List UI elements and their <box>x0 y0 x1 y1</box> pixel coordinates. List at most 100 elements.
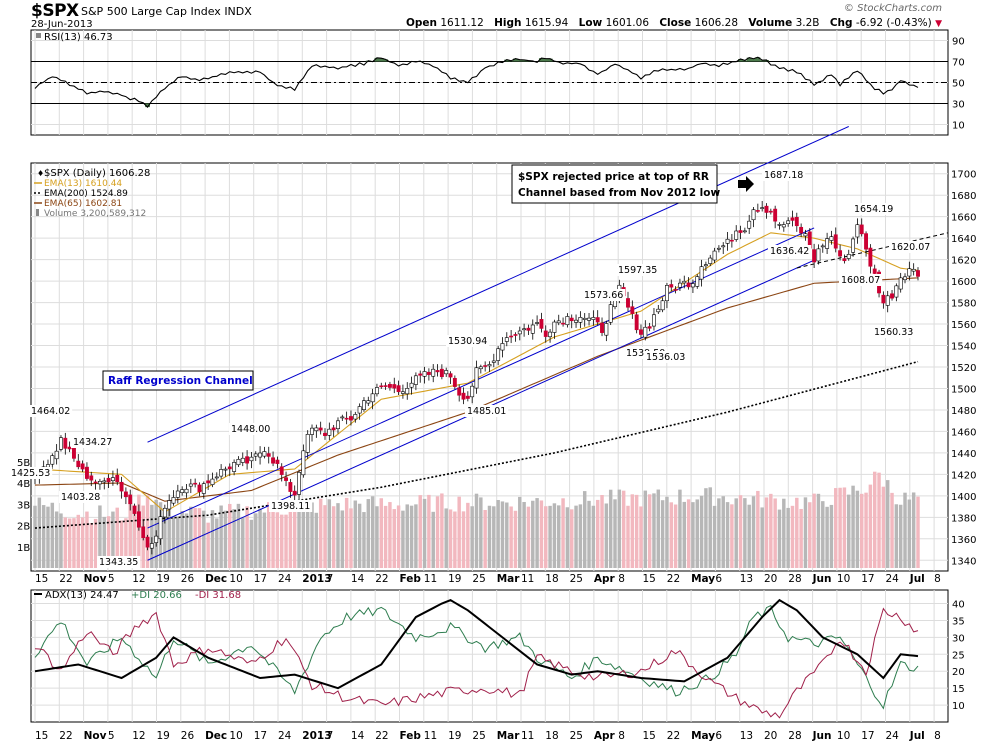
candle <box>188 478 193 494</box>
volume-bar <box>388 502 392 568</box>
volume-bar <box>911 492 916 568</box>
candle <box>608 298 613 326</box>
volume-bar <box>669 502 674 568</box>
adx-tick-label: 30 <box>952 633 965 644</box>
candle <box>201 481 206 499</box>
candle-body <box>284 477 288 481</box>
candle <box>682 275 687 289</box>
candle-body <box>279 466 284 475</box>
volume-bar <box>777 509 782 568</box>
volume-bar <box>587 500 591 568</box>
price-tick-label: 1440 <box>951 449 976 460</box>
candle <box>119 476 124 499</box>
candle-body <box>552 321 557 333</box>
candle <box>526 324 531 335</box>
candle <box>673 286 678 294</box>
candle <box>362 397 366 412</box>
chart-header: $SPX S&P 500 Large Cap Index INDX 28-Jun… <box>0 0 990 30</box>
candle-body <box>123 491 128 498</box>
x-tick-label: 7 <box>327 573 334 585</box>
volume-bar <box>799 508 803 568</box>
candle-body <box>755 210 760 212</box>
candle <box>660 297 665 313</box>
candle-body <box>97 480 102 485</box>
candle <box>435 364 440 377</box>
volume-bar <box>885 480 890 568</box>
brand-watermark: © StockCharts.com <box>843 3 942 14</box>
candle <box>275 456 280 469</box>
candle <box>197 482 202 497</box>
candle-body <box>639 329 643 335</box>
x-tick-label: 6 <box>715 730 722 742</box>
price-tick-label: 1420 <box>951 470 976 481</box>
volume-bar <box>678 489 682 568</box>
x-tick-label: 22 <box>667 730 680 742</box>
x-tick-label: 19 <box>157 573 170 585</box>
price-label-bg <box>97 556 141 568</box>
candle-body <box>738 230 743 233</box>
candle-body <box>634 314 639 331</box>
candle <box>548 329 553 343</box>
candle <box>219 464 224 479</box>
ema200-line <box>34 360 919 529</box>
candle-body <box>184 488 189 494</box>
channel-extension-line <box>796 232 949 269</box>
candle <box>136 504 141 531</box>
candle-body <box>132 505 137 514</box>
candle-body <box>864 233 869 250</box>
candle-body <box>630 306 635 314</box>
volume-bar <box>574 505 578 568</box>
volume-bar <box>453 511 457 568</box>
candle <box>314 424 319 438</box>
volume-bar <box>305 501 310 568</box>
candle-body <box>478 366 483 370</box>
volume-bar <box>223 510 228 568</box>
annotation-line: Channel based from Nov 2012 low <box>518 187 720 199</box>
candle <box>491 353 496 368</box>
volume-bar <box>85 511 89 568</box>
candle <box>353 411 358 423</box>
candle <box>630 300 635 319</box>
volume-bar <box>695 499 699 568</box>
price-label-bg <box>889 241 933 253</box>
candle-body <box>409 382 414 388</box>
candle-body <box>387 384 392 388</box>
x-axis: 15152222NovNov55121219192626DecDec101017… <box>35 573 941 742</box>
rsi-tick-label: 30 <box>952 100 965 111</box>
candle-body <box>781 224 786 228</box>
candle-body <box>349 416 353 421</box>
price-label-bg <box>29 405 73 417</box>
rsi-tick-label: 50 <box>952 79 965 90</box>
candle <box>587 313 591 326</box>
volume-bar <box>582 491 587 568</box>
candle <box>851 236 856 257</box>
candle-body <box>764 205 769 213</box>
price-tick-label: 1380 <box>951 513 976 524</box>
volume-bar <box>487 505 492 568</box>
candle <box>721 242 726 255</box>
volume-bar <box>375 506 379 568</box>
rsi-legend-text: RSI(13) 46.73 <box>44 32 113 43</box>
volume-bar <box>691 502 695 568</box>
candle <box>483 361 488 372</box>
volume-bar <box>725 502 730 568</box>
candle <box>128 489 133 511</box>
candle <box>262 446 267 459</box>
candle <box>162 504 167 524</box>
x-tick-label: 25 <box>570 573 583 585</box>
candle-body <box>149 543 154 549</box>
candle-body <box>721 245 726 248</box>
candle <box>812 243 817 269</box>
adx-panel: 40 35 30 25 20 15 10 ADX(13) 24.47 +DI 20.66 -DI … <box>31 590 965 719</box>
x-tick-label: 15 <box>643 573 656 585</box>
volume-bar <box>63 517 68 568</box>
volume-bar <box>448 509 453 568</box>
candle <box>773 205 778 229</box>
candle <box>894 283 899 302</box>
volume-bar <box>37 497 42 568</box>
rsi-legend-swatch <box>36 33 41 38</box>
volume-bar <box>67 518 72 568</box>
annotation-box: $SPX rejected price at top of RR Channel … <box>511 164 754 204</box>
candle <box>487 361 492 372</box>
volume-bar <box>145 495 150 568</box>
